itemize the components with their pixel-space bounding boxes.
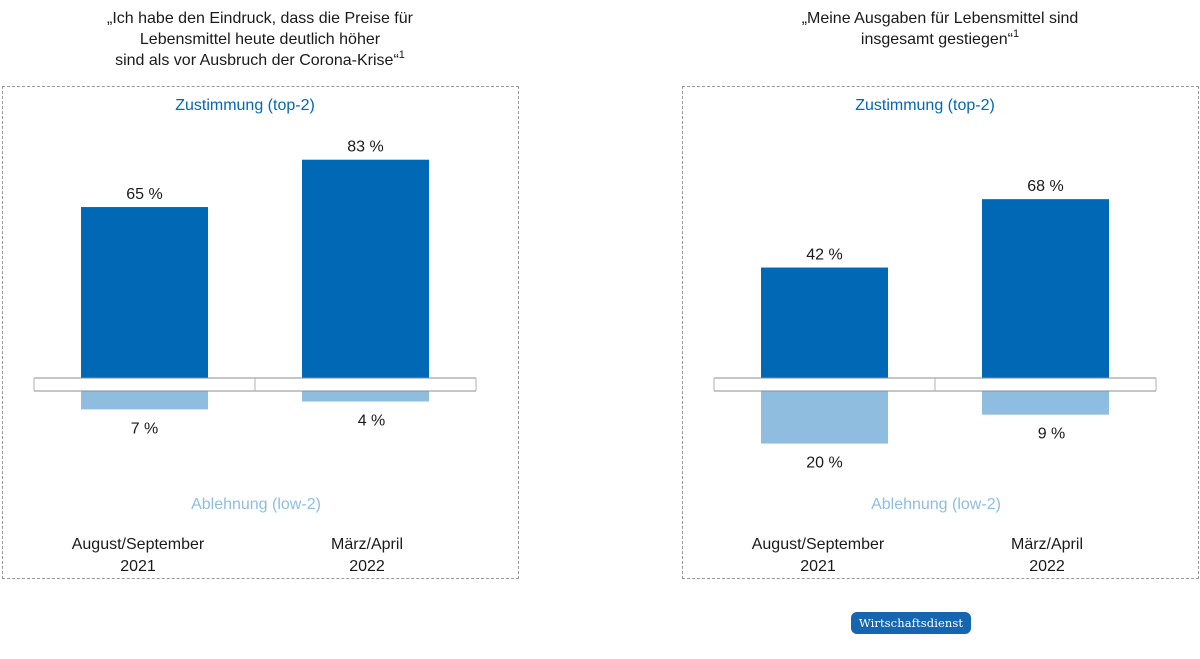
category-label: März/April 2022 bbox=[1011, 536, 1083, 575]
data-label-agree: 42 % bbox=[806, 247, 842, 264]
chart-title: „Meine Ausgaben für Lebensmittel sind in… bbox=[801, 10, 1079, 48]
category-label: August/September 2021 bbox=[752, 536, 885, 575]
bar-agree bbox=[81, 207, 208, 378]
footnote-marker: 1 bbox=[1012, 27, 1020, 40]
chart-title: „Ich habe den Eindruck, dass die Preise … bbox=[107, 10, 413, 69]
data-label-agree: 65 % bbox=[126, 186, 162, 203]
chart-panel-prices: „Ich habe den Eindruck, dass die Preise … bbox=[0, 0, 520, 600]
chart-panel-spending: „Meine Ausgaben für Lebensmittel sind in… bbox=[680, 0, 1200, 600]
data-label-reject: 7 % bbox=[131, 420, 159, 437]
data-label-agree: 68 % bbox=[1027, 178, 1063, 195]
bar-agree bbox=[302, 159, 429, 378]
series-label-reject: Ablehnung (low-2) bbox=[191, 496, 321, 513]
chart-frame bbox=[2, 86, 519, 579]
data-label-reject: 4 % bbox=[358, 413, 386, 430]
series-label-reject: Ablehnung (low-2) bbox=[871, 496, 1001, 513]
data-label-agree: 83 % bbox=[347, 139, 383, 156]
bar-chart: Zustimmung (top-2) Ablehnung (low-2) 65 % 7… bbox=[33, 97, 477, 575]
bar-reject bbox=[982, 391, 1109, 415]
bar-reject bbox=[81, 391, 208, 410]
brand-logo: Wirtschaftsdienst bbox=[851, 612, 971, 634]
data-label-reject: 9 % bbox=[1038, 426, 1066, 443]
chart-frame bbox=[682, 86, 1199, 579]
bar-reject bbox=[302, 391, 429, 402]
series-label-agree: Zustimmung (top-2) bbox=[855, 97, 995, 114]
bar-agree bbox=[982, 199, 1109, 378]
data-label-reject: 20 % bbox=[806, 455, 842, 472]
category-label: August/September 2021 bbox=[72, 536, 205, 575]
bar-reject bbox=[761, 391, 888, 444]
bar-agree bbox=[761, 267, 888, 378]
series-label-agree: Zustimmung (top-2) bbox=[175, 97, 315, 114]
footnote-marker: 1 bbox=[398, 48, 405, 61]
category-label: März/April 2022 bbox=[331, 536, 403, 575]
bar-chart: Zustimmung (top-2) Ablehnung (low-2) 42 % 2… bbox=[713, 97, 1157, 575]
